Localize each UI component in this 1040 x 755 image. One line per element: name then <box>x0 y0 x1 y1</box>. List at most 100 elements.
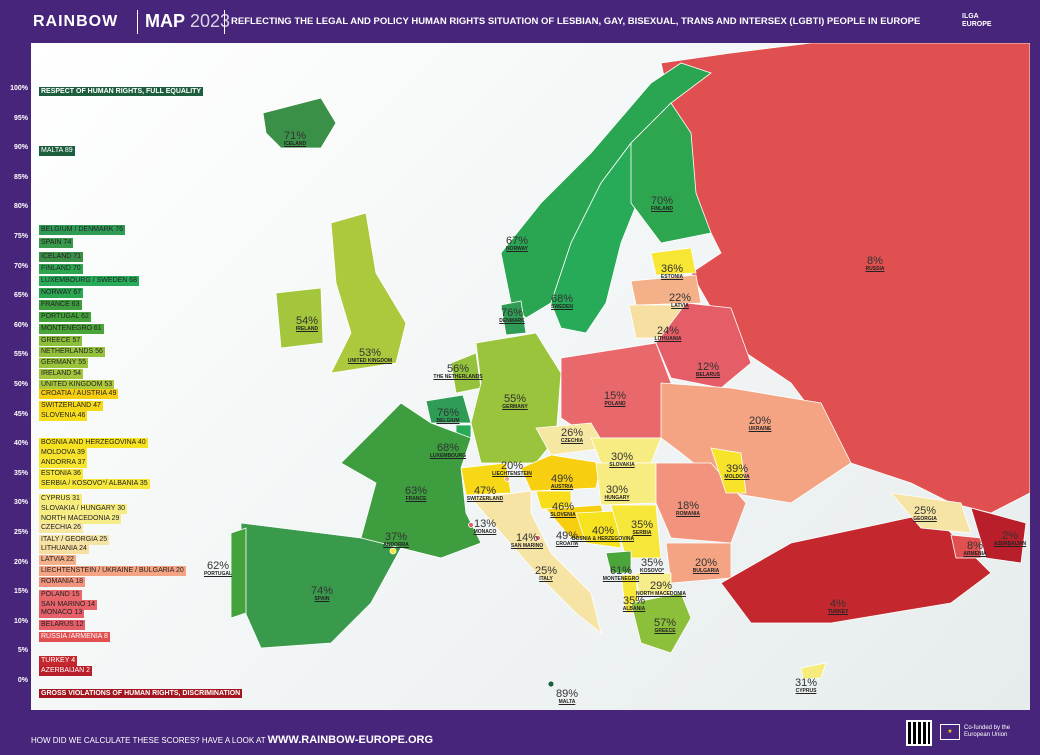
country-label: 18% ROMANIA <box>676 501 700 517</box>
country-label: 40% BOSNIA & HERZEGOVINA <box>572 526 634 542</box>
scale-tick: 0% <box>17 677 28 684</box>
country-label: 63% FRANCE <box>405 486 427 502</box>
country-label: 67% NORWAY <box>506 236 528 252</box>
country-label: 37% ANDORRA <box>383 532 409 548</box>
country-label: 36% ESTONIA <box>661 264 683 280</box>
country-name: PORTUGAL <box>203 571 233 577</box>
country-name: ANDORRA <box>383 542 409 548</box>
country-name: SAN MARINO <box>510 543 544 549</box>
country-score: 56% <box>446 363 470 375</box>
legend-item: SAN MARINO 14 <box>39 600 98 610</box>
country-name: SLOVAKIA <box>609 462 635 468</box>
country-italy <box>470 490 602 635</box>
country-label: 68% LUXEMBOURG <box>430 443 466 459</box>
country-score: 53% <box>358 347 382 359</box>
country-score: 54% <box>295 315 319 327</box>
country-score: 68% <box>436 442 460 454</box>
country-label: 47% SWITZERLAND <box>467 486 503 502</box>
country-score: 26% <box>560 427 584 439</box>
country-label: 22% LATVIA <box>669 293 691 309</box>
country-iceland <box>262 97 337 149</box>
country-score: 46% <box>551 501 575 513</box>
country-armenia <box>950 534 982 559</box>
country-label: 31% CYPRUS <box>795 678 817 694</box>
country-label: 76% DENMARK <box>499 308 525 324</box>
country-name: LITHUANIA <box>654 336 682 342</box>
rainbow-logo: RAINBOW <box>33 13 119 30</box>
legend-item: SLOVAKIA / HUNGARY 30 <box>39 504 128 514</box>
legend-item: MONTENEGRO 61 <box>39 324 104 334</box>
scale-tick: 10% <box>13 617 28 625</box>
scale-tick: 45% <box>13 410 28 418</box>
country-uk <box>330 212 407 374</box>
country-label: 24% LITHUANIA <box>655 326 682 342</box>
legend-item: IRELAND 54 <box>39 369 84 379</box>
header: RAINBOW MAP 2023 REFLECTING THE LEGAL AN… <box>0 0 1040 43</box>
legend-item: BOSNIA AND HERZEGOVINA 40 <box>39 438 148 448</box>
country-score: 31% <box>794 677 818 689</box>
legend-top-label: RESPECT OF HUMAN RIGHTS, FULL EQUALITY <box>39 87 204 96</box>
country-score: 57% <box>653 617 677 629</box>
country-score: 22% <box>668 292 692 304</box>
country-cyprus <box>800 662 827 680</box>
legend-item: CROATIA / AUSTRIA 49 <box>39 389 119 399</box>
country-name: CYPRUS <box>795 688 817 694</box>
country-label: 74% SPAIN <box>311 586 333 602</box>
country-score: 14% <box>515 532 539 544</box>
country-score: 70% <box>650 195 674 207</box>
legend-item: MALTA 89 <box>39 146 75 156</box>
country-score: 37% <box>384 531 408 543</box>
country-label: 8% ARMENIA <box>963 541 986 557</box>
country-label: 15% POLAND <box>604 391 626 407</box>
country-score: 35% <box>630 519 654 531</box>
country-monaco <box>468 522 474 528</box>
eu-funding: Co-funded by the European Union <box>964 725 1011 738</box>
country-score: 71% <box>283 130 307 142</box>
legend-item: TURKEY 4 <box>39 656 78 666</box>
country-name: MALTA <box>558 699 576 705</box>
legend-item: BELGIUM / DENMARK 76 <box>39 225 126 235</box>
country-name: AUSTRIA <box>550 484 574 490</box>
country-bosnia <box>575 510 622 549</box>
website-link[interactable]: WWW.RAINBOW-EUROPE.ORG <box>267 734 434 746</box>
country-label: 26% CZECHIA <box>561 428 583 444</box>
scale-tick: 50% <box>13 381 28 388</box>
legend-item: POLAND 15 <box>39 590 82 600</box>
country-name: UNITED KINGDOM <box>347 358 393 364</box>
country-name: KOSOVO* <box>640 568 664 574</box>
country-name: FINLAND <box>651 206 673 212</box>
legend-item: LITHUANIA 24 <box>39 544 89 554</box>
country-label: 46% SLOVENIA <box>550 502 576 518</box>
methodology-note: HOW DID WE CALCULATE THESE SCORES? HAVE … <box>31 734 433 746</box>
country-label: 30% SLOVAKIA <box>609 452 634 468</box>
country-score: 89% <box>555 688 579 700</box>
scale-tick: 75% <box>13 233 28 240</box>
footer: HOW DID WE CALCULATE THESE SCORES? HAVE … <box>0 710 1040 755</box>
country-label: 68% SWEDEN <box>551 294 573 310</box>
country-label: 56% THE NETHERLANDS <box>433 364 482 380</box>
legend-item: LATVIA 22 <box>39 555 76 565</box>
country-name: SLOVENIA <box>550 512 576 518</box>
legend-item: NORWAY 67 <box>39 288 84 298</box>
legend-item: BELARUS 12 <box>39 620 86 630</box>
country-label: 57% GREECE <box>654 618 676 634</box>
country-name: MOLDOVA <box>724 474 750 480</box>
legend-item: AZERBAIJAN 2 <box>39 666 93 676</box>
legend-item: MOLDOVA 39 <box>39 448 87 458</box>
country-score: 55% <box>503 393 527 405</box>
country-score: 39% <box>725 463 749 475</box>
country-score: 25% <box>913 505 937 517</box>
scale-tick: 95% <box>13 114 28 122</box>
country-label: 20% BULGARIA <box>693 558 719 574</box>
scale-tick: 15% <box>13 588 28 596</box>
country-moldova <box>710 447 747 494</box>
country-label: 39% MOLDOVA <box>724 464 749 480</box>
scale-tick: 20% <box>13 558 28 566</box>
country-name: SERBIA <box>632 530 652 536</box>
scale-tick: 85% <box>13 173 28 181</box>
country-score: 8% <box>967 540 983 552</box>
country-name: MONTENEGRO <box>602 576 640 582</box>
country-ireland <box>275 287 324 349</box>
country-score: 12% <box>696 361 720 373</box>
country-score: 76% <box>436 407 460 419</box>
